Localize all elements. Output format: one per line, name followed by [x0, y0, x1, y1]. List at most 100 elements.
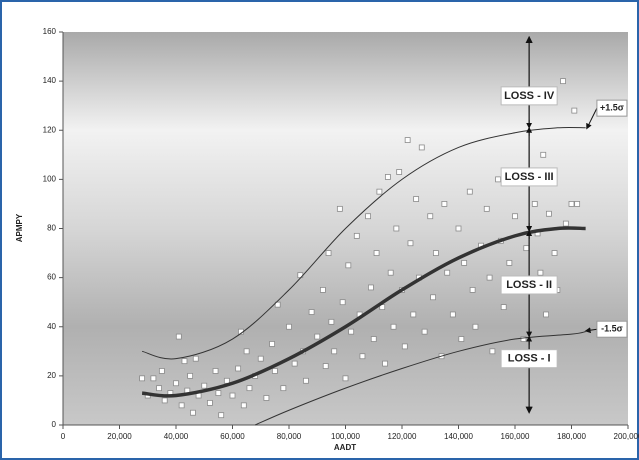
- data-point: [404, 137, 411, 143]
- data-point: [215, 390, 222, 396]
- data-point: [274, 301, 281, 308]
- x-tick-label: 140,000: [444, 432, 473, 441]
- y-tick-label: 40: [47, 322, 56, 331]
- data-point: [314, 333, 321, 340]
- data-point: [322, 363, 329, 369]
- data-point: [531, 201, 538, 207]
- data-point: [413, 196, 420, 202]
- data-point: [359, 353, 366, 360]
- y-axis-label: APMPY: [15, 213, 24, 242]
- data-point: [368, 284, 374, 291]
- y-tick-label: 80: [47, 224, 56, 233]
- data-point: [319, 287, 326, 293]
- data-point: [280, 385, 287, 392]
- sigma-pointer: [584, 327, 598, 334]
- data-point: [410, 311, 417, 318]
- y-tick-label: 120: [43, 125, 57, 134]
- data-point: [489, 348, 496, 355]
- data-point: [348, 328, 355, 335]
- data-point: [537, 269, 544, 276]
- data-point: [376, 188, 383, 195]
- data-point: [246, 385, 253, 392]
- data-point: [512, 213, 518, 220]
- data-point: [190, 409, 196, 416]
- data-point: [325, 250, 332, 256]
- data-point: [336, 205, 343, 212]
- data-point: [212, 368, 219, 374]
- data-point: [571, 107, 578, 114]
- data-point: [342, 375, 349, 382]
- data-point: [218, 412, 225, 419]
- data-point: [432, 250, 439, 256]
- data-point: [271, 368, 278, 374]
- data-point: [472, 323, 479, 330]
- data-point: [461, 259, 468, 266]
- data-point: [458, 336, 465, 342]
- data-point: [430, 294, 436, 301]
- curve: [141, 226, 586, 398]
- annotation-box: [596, 99, 628, 117]
- data-point: [156, 385, 162, 392]
- x-tick-label: 0: [61, 432, 66, 441]
- data-point: [449, 311, 456, 318]
- data-point: [387, 269, 394, 276]
- data-point: [365, 213, 372, 220]
- data-point: [568, 201, 575, 207]
- annotation-box: [500, 86, 558, 106]
- data-point: [150, 375, 157, 382]
- sigma-pointer: [586, 107, 598, 130]
- data-point: [187, 372, 194, 379]
- data-point: [486, 274, 493, 281]
- data-point: [562, 220, 569, 227]
- data-point: [523, 245, 530, 252]
- data-point: [500, 304, 507, 311]
- x-tick-label: 160,000: [501, 432, 530, 441]
- data-point: [235, 365, 242, 372]
- annotation: LOSS - II: [506, 279, 552, 291]
- data-point: [223, 377, 230, 384]
- annotation-box: [596, 320, 628, 338]
- data-point: [396, 169, 403, 175]
- data-point: [263, 395, 270, 401]
- data-point: [483, 205, 490, 212]
- data-point: [229, 392, 236, 399]
- data-point: [382, 360, 388, 367]
- data-point: [506, 259, 513, 266]
- data-point: [181, 358, 188, 365]
- x-tick-label: 80,000: [277, 432, 302, 441]
- data-point: [345, 262, 352, 269]
- data-point: [331, 348, 338, 355]
- data-point: [455, 225, 462, 232]
- curve: [254, 331, 586, 426]
- data-point: [384, 174, 391, 180]
- data-point: [286, 323, 292, 330]
- curve: [141, 126, 586, 360]
- annotation-box: [500, 275, 558, 295]
- y-tick-label: 160: [43, 27, 57, 36]
- data-point: [192, 355, 199, 362]
- data-point: [158, 368, 165, 374]
- y-tick-label: 140: [43, 76, 57, 85]
- data-point: [421, 328, 428, 335]
- data-point: [401, 343, 408, 350]
- data-point: [466, 188, 473, 195]
- x-tick-label: 60,000: [220, 432, 245, 441]
- data-point: [269, 341, 275, 347]
- data-point: [540, 151, 547, 158]
- data-point: [441, 201, 448, 207]
- data-point: [139, 375, 146, 382]
- x-tick-label: 40,000: [164, 432, 189, 441]
- data-point: [240, 402, 247, 409]
- x-axis-label: AADT: [334, 443, 356, 452]
- data-point: [551, 250, 558, 256]
- data-point: [390, 323, 397, 330]
- data-point: [373, 250, 380, 256]
- data-point: [427, 213, 434, 220]
- y-tick-label: 20: [47, 371, 56, 380]
- data-point: [393, 225, 400, 232]
- data-point: [418, 144, 425, 151]
- data-point: [303, 377, 309, 384]
- y-tick-label: 0: [52, 420, 57, 429]
- data-point: [370, 336, 377, 342]
